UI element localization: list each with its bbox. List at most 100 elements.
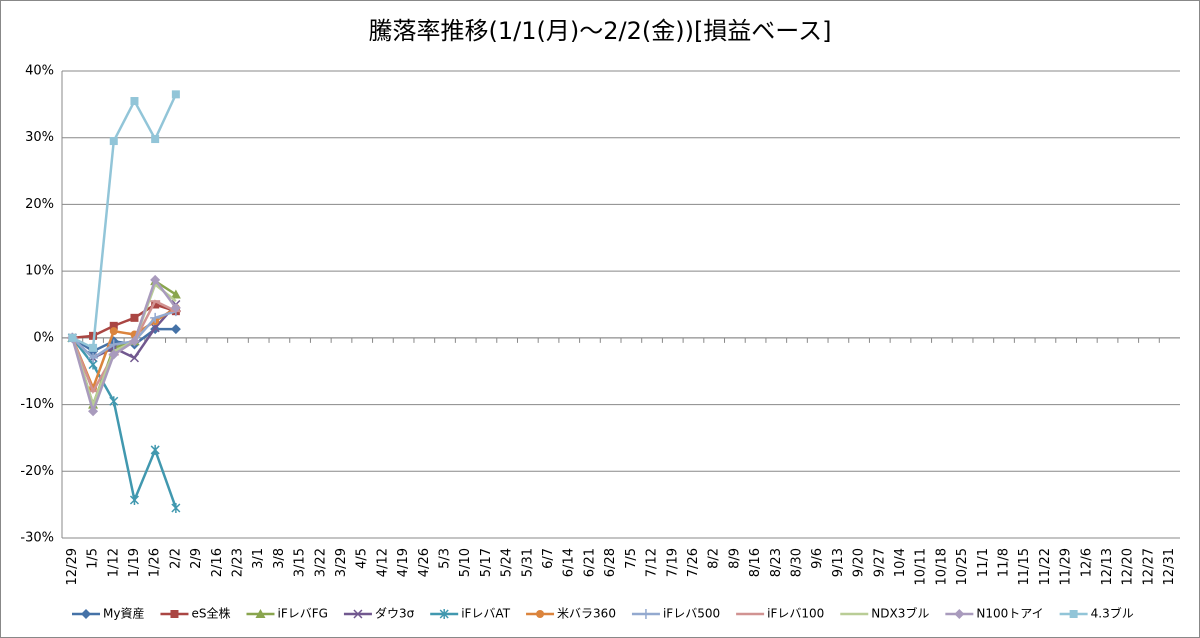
legend-item: iFレバFG [246, 607, 328, 621]
x-tick-label: 9/13 [831, 548, 846, 577]
x-tick-label: 3/8 [272, 548, 287, 569]
x-tick-label: 2/23 [230, 548, 245, 577]
data-point [108, 339, 119, 350]
x-tick-label: 8/30 [789, 548, 804, 577]
legend-label: iFレバFG [277, 607, 327, 621]
series-line [71, 282, 177, 409]
y-tick-label: 20% [25, 197, 54, 212]
legend-item: iFレバ500 [631, 607, 720, 621]
x-tick-label: 1/12 [106, 548, 121, 577]
x-tick-label: 9/6 [810, 548, 825, 569]
x-tick-label: 12/6 [1079, 548, 1094, 577]
legend-marker [640, 609, 651, 619]
y-tick-label: 40% [25, 64, 54, 79]
chart-title: 騰落率推移(1/1(月)～2/2(金))[損益ベース] [369, 17, 832, 45]
legend-label: My資産 [103, 606, 144, 621]
data-point [130, 313, 139, 322]
x-tick-label: 3/29 [334, 548, 349, 577]
x-tick-label: 12/20 [1121, 548, 1136, 585]
x-tick-label: 11/15 [1017, 548, 1032, 585]
x-tick-label: 10/18 [934, 548, 949, 585]
x-tick-label: 12/13 [1100, 548, 1115, 585]
x-tick-label: 4/5 [355, 548, 370, 569]
legend-item: ダウ3σ [343, 606, 415, 621]
data-point [130, 97, 139, 106]
legend-marker [81, 609, 91, 619]
x-tick-label: 11/22 [1038, 548, 1053, 585]
x-tick-label: 4/19 [396, 548, 411, 577]
legend-label: NDX3ブル [871, 606, 929, 621]
x-tick-label: 6/28 [603, 548, 618, 577]
x-tick-label: 5/10 [458, 548, 473, 577]
x-tick-label: 12/29 [65, 548, 80, 585]
x-tick-label: 8/23 [769, 548, 784, 577]
x-tick-label: 2/9 [189, 548, 204, 569]
x-tick-label: 11/8 [997, 548, 1012, 577]
data-point [170, 302, 181, 313]
x-tick-label: 9/27 [872, 548, 887, 577]
x-tick-label: 2/2 [168, 548, 183, 569]
y-tick-label: -20% [20, 464, 54, 479]
legend-item: N100トアイ [945, 607, 1044, 621]
y-tick-label: 30% [25, 130, 54, 145]
x-tick-label: 5/3 [438, 548, 453, 569]
x-tick-label: 4/12 [375, 548, 390, 577]
legend-marker [536, 610, 545, 618]
x-tick-label: 3/15 [293, 548, 308, 577]
x-tick-label: 5/31 [520, 548, 535, 577]
x-tick-label: 3/22 [313, 548, 328, 577]
data-point [129, 336, 140, 347]
data-point [109, 321, 118, 330]
data-point [89, 343, 98, 352]
data-point [170, 324, 181, 335]
legend-label: 米バラ360 [557, 607, 616, 621]
data-point [150, 444, 160, 455]
x-tick-label: 6/7 [541, 548, 556, 569]
x-tick-label: 11/29 [1059, 548, 1074, 585]
x-tick-label: 6/14 [562, 548, 577, 577]
legend-label: 4.3ブル [1091, 606, 1134, 621]
data-point [109, 137, 118, 146]
x-tick-label: 2/16 [210, 548, 225, 577]
x-tick-label: 7/5 [624, 548, 639, 569]
legend-item: My資産 [72, 606, 144, 621]
x-tick-label: 1/19 [127, 548, 142, 577]
x-tick-label: 6/21 [582, 548, 597, 577]
data-point [108, 349, 119, 360]
series-line [71, 309, 177, 360]
data-point [150, 312, 161, 323]
legend-label: iFレバ100 [767, 607, 824, 621]
data-point [109, 396, 119, 407]
legend-marker [1069, 610, 1078, 618]
legend-marker [170, 610, 179, 618]
legend-label: N100トアイ [976, 607, 1043, 621]
data-point [88, 406, 99, 417]
x-tick-label: 4/26 [417, 548, 432, 577]
y-tick-label: -10% [20, 397, 54, 412]
data-point [151, 300, 160, 309]
legend-item: iFレバ100 [736, 607, 824, 621]
data-point [129, 353, 139, 363]
legend-item: 4.3ブル [1059, 606, 1134, 621]
data-point [150, 274, 161, 285]
x-tick-label: 7/12 [645, 548, 660, 577]
data-point [150, 323, 160, 333]
x-tick-label: 12/27 [1141, 548, 1156, 585]
y-tick-label: -30% [20, 531, 54, 546]
x-tick-label: 1/26 [148, 548, 163, 577]
data-point [109, 327, 118, 336]
data-point [171, 90, 180, 99]
x-tick-label: 8/2 [707, 548, 722, 569]
legend-label: iFレバAT [461, 607, 511, 621]
data-point [88, 352, 99, 363]
y-tick-label: 0% [33, 330, 54, 345]
legend-item: 米バラ360 [526, 607, 616, 621]
data-point [68, 333, 77, 342]
x-tick-label: 11/1 [976, 548, 991, 577]
x-tick-label: 8/9 [727, 548, 742, 569]
legend-marker [353, 609, 363, 619]
x-tick-label: 5/17 [479, 548, 494, 577]
